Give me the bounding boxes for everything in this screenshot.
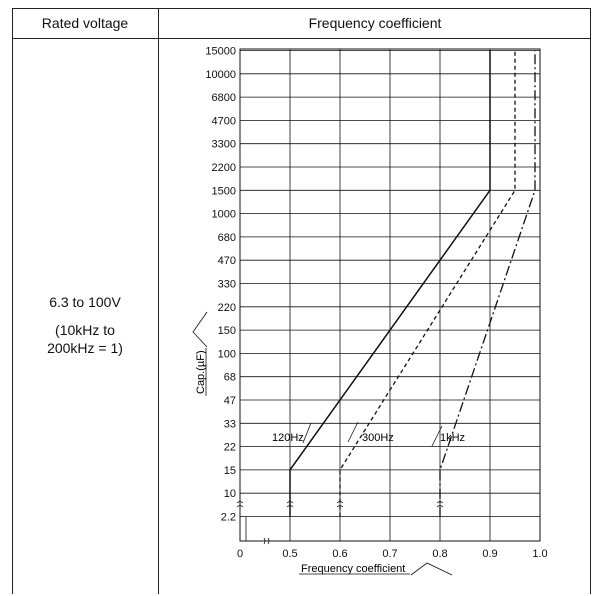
y-tick-label: 1500 [212, 185, 236, 197]
axis-break-marker [336, 505, 344, 508]
series-line-120hz [289, 50, 491, 517]
y-tick-label: 100 [218, 348, 236, 360]
table-border-right [590, 8, 591, 594]
y-tick-label: 3300 [212, 139, 236, 151]
x-tick-label: 0.8 [432, 548, 447, 560]
series-label-120hz: 120Hz [272, 432, 304, 444]
axis-break-marker [436, 501, 444, 504]
y-tick-label: 220 [218, 302, 236, 314]
y-axis-label: Cap.(µF) [195, 350, 207, 394]
y-tick-label: 2.2 [221, 512, 236, 524]
x-axis-direction-arrow [410, 562, 453, 576]
y-tick-label: 1000 [212, 209, 236, 221]
table-header-divider [12, 38, 591, 39]
y-tick-label: 33 [224, 418, 236, 430]
y-tick-label: 4700 [212, 115, 236, 127]
y-tick-label: 22 [224, 442, 236, 454]
axis-break-marker [286, 505, 294, 508]
y-tick-label: 68 [224, 372, 236, 384]
x-tick-label: 0.9 [482, 548, 497, 560]
voltage-note-line1: (10kHz to [55, 322, 115, 338]
series-label-1khz: 1kHz [440, 432, 465, 444]
y-tick-label: 6800 [212, 92, 236, 104]
y-tick-label: 15 [224, 465, 236, 477]
axis-break-marker [286, 501, 294, 504]
frequency-coefficient-table: Rated voltage Frequency coefficient 6.3 … [12, 8, 591, 594]
y-axis-direction-arrow [192, 311, 208, 348]
leader-300hz [347, 421, 359, 443]
axis-break-marker [236, 505, 244, 508]
table-border-left [12, 8, 13, 594]
chart-series [236, 50, 536, 545]
header-rated-voltage: Rated voltage [41, 15, 129, 31]
x-tick-label: 0.5 [282, 548, 297, 560]
y-tick-label: 10 [224, 488, 236, 500]
x-tick-labels: 0 0.5 0.6 0.7 0.8 0.9 1.0 [237, 548, 548, 560]
chart-grid [239, 48, 541, 542]
series-line-300hz [339, 50, 516, 517]
table-border-top [12, 8, 591, 9]
voltage-range: 6.3 to 100V [49, 294, 121, 310]
y-tick-label: 470 [218, 255, 236, 267]
x-axis-break-marker [267, 537, 270, 545]
voltage-note-line2: 200kHz = 1) [47, 340, 123, 356]
y-tick-label: 330 [218, 279, 236, 291]
axis-break-marker [436, 505, 444, 508]
axis-break-marker [236, 501, 244, 504]
series-label-300hz: 300Hz [362, 432, 394, 444]
y-tick-label: 680 [218, 232, 236, 244]
leader-1khz [431, 425, 443, 447]
x-tick-label: 1.0 [532, 548, 547, 560]
series-line-1khz [439, 50, 536, 517]
y-tick-label: 2200 [212, 162, 236, 174]
axis-break-marker [336, 501, 344, 504]
x-axis-label: Frequency coefficient [301, 563, 405, 575]
x-tick-label: 0.7 [382, 548, 397, 560]
table-column-divider [158, 8, 159, 594]
y-tick-label: 15000 [205, 46, 236, 58]
header-frequency-coefficient: Frequency coefficient [308, 15, 442, 31]
y-tick-label: 150 [218, 325, 236, 337]
y-tick-label: 10000 [205, 69, 236, 81]
x-axis-break-marker [263, 537, 266, 545]
leader-120hz [302, 422, 312, 444]
x-tick-label: 0.6 [332, 548, 347, 560]
x-tick-label: 0 [237, 548, 243, 560]
y-tick-label: 47 [224, 395, 236, 407]
y-tick-labels: 2.2 10 15 22 33 47 68 100 150 220 330 470 680 1000 150… [205, 46, 236, 524]
